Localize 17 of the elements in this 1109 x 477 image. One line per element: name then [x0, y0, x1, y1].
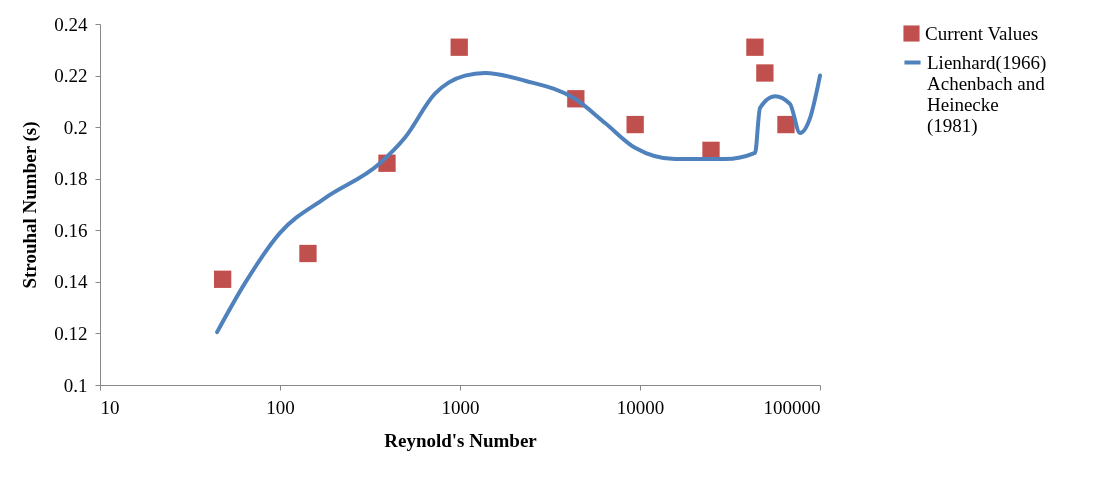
legend-label: Current Values — [925, 22, 1039, 44]
y-tick-label: 0.2 — [63, 116, 88, 138]
x-axis-title: Reynold's Number — [384, 429, 538, 451]
y-tick-label: 0.24 — [54, 13, 88, 35]
x-tick-label: 10 — [100, 396, 120, 418]
legend-label: Lienhard(1966) Achenbach and Heinecke (1981) — [927, 51, 1047, 137]
y-tick-label: 0.22 — [54, 65, 88, 87]
y-axis-title: Strouhal Number (s) — [19, 121, 42, 289]
x-tick-label: 100 — [266, 396, 295, 418]
y-tick-label: 0.12 — [54, 322, 88, 344]
y-tick-label: 0.1 — [63, 374, 88, 396]
y-tick-label: 0.18 — [54, 168, 88, 190]
y-tick-label: 0.16 — [54, 219, 88, 241]
x-tick-label: 1000 — [441, 396, 480, 418]
x-tick-label: 10000 — [616, 396, 665, 418]
x-tick-label: 100000 — [763, 396, 821, 418]
y-tick-label: 0.14 — [54, 271, 88, 293]
